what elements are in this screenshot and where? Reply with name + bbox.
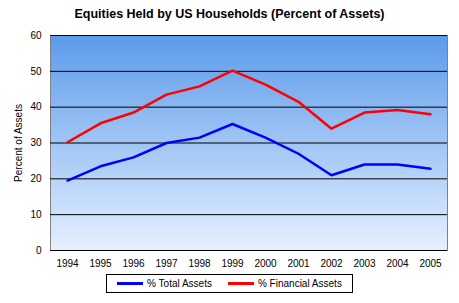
svg-text:1999: 1999 bbox=[221, 258, 244, 269]
svg-text:1996: 1996 bbox=[122, 258, 145, 269]
svg-text:2004: 2004 bbox=[386, 258, 409, 269]
svg-text:1997: 1997 bbox=[155, 258, 178, 269]
svg-text:20: 20 bbox=[30, 173, 42, 184]
svg-text:Percent of Assets: Percent of Assets bbox=[13, 104, 24, 182]
svg-text:1998: 1998 bbox=[188, 258, 211, 269]
svg-text:2005: 2005 bbox=[419, 258, 442, 269]
svg-text:1995: 1995 bbox=[89, 258, 112, 269]
svg-text:2002: 2002 bbox=[320, 258, 343, 269]
svg-text:0: 0 bbox=[36, 245, 42, 256]
svg-text:2000: 2000 bbox=[254, 258, 277, 269]
html-text:% Financial Assets: % Financial Assets bbox=[258, 278, 342, 289]
svg-text:2003: 2003 bbox=[353, 258, 376, 269]
svg-text:30: 30 bbox=[30, 137, 42, 148]
svg-text:1994: 1994 bbox=[56, 258, 79, 269]
svg-text:40: 40 bbox=[30, 101, 42, 112]
svg-text:10: 10 bbox=[30, 209, 42, 220]
svg-text:50: 50 bbox=[30, 66, 42, 77]
svg-text:2001: 2001 bbox=[287, 258, 310, 269]
html-text:% Total Assets: % Total Assets bbox=[147, 278, 212, 289]
html-text:Equities Held by US Households: Equities Held by US Households (Percent … bbox=[74, 7, 385, 21]
svg-text:60: 60 bbox=[30, 30, 42, 41]
